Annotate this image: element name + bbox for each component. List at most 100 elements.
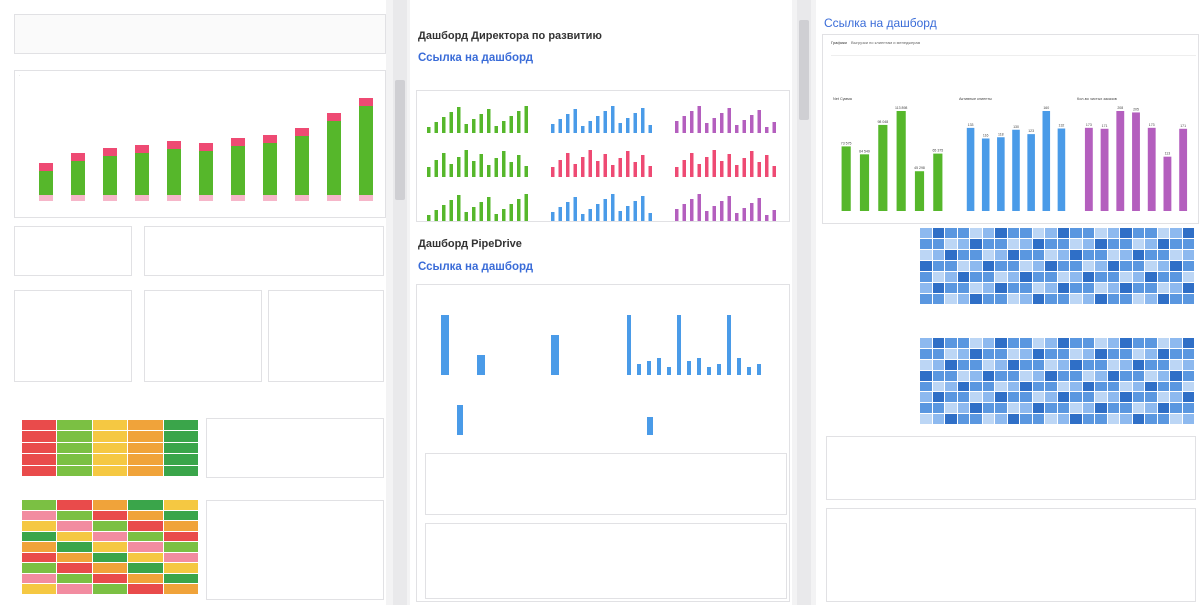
heat-cell	[1182, 381, 1194, 392]
green-bar	[327, 121, 341, 201]
heat-cell	[1082, 283, 1094, 293]
mini-bar	[772, 122, 776, 133]
pink-bar	[327, 113, 341, 121]
green-bar	[914, 171, 925, 211]
scrollbar-center[interactable]	[797, 0, 811, 605]
heat-cell	[1045, 294, 1057, 304]
heat-cell	[1045, 261, 1057, 271]
heat-cell	[982, 414, 994, 424]
mini-bar	[457, 195, 461, 221]
mini-bar	[772, 166, 776, 177]
mini-bar	[611, 106, 615, 133]
heat-cell	[1170, 359, 1182, 370]
light-bar	[167, 195, 181, 201]
heat-cell	[957, 392, 969, 403]
heat-cell	[57, 563, 92, 573]
heat-cell	[1070, 261, 1082, 271]
heat-cell	[1107, 272, 1119, 282]
heat-cell	[920, 261, 932, 271]
heat-cell	[1070, 370, 1082, 381]
kpi-title-3: Кол-во чистых заказов	[1077, 97, 1117, 101]
heatmap-table-2	[22, 500, 198, 594]
green-bar	[933, 153, 943, 211]
heat-cell	[92, 531, 128, 542]
pipe-bar	[707, 367, 711, 375]
heat-cell	[1032, 359, 1044, 370]
heat-cell	[1132, 294, 1144, 304]
green-label: 64 549	[859, 149, 870, 153]
heat-cell	[1182, 294, 1194, 304]
heat-cell	[982, 348, 994, 359]
heat-cell	[1082, 381, 1094, 392]
scrollbar-left[interactable]	[393, 0, 407, 605]
heat-cell	[1032, 250, 1044, 260]
mini-bar	[566, 114, 570, 133]
purple-label: 205	[1133, 107, 1139, 111]
heat-cell	[932, 348, 944, 359]
tab-charts[interactable]: Графики	[831, 41, 847, 45]
heat-cell	[957, 414, 969, 424]
blue-label: 116	[983, 134, 989, 138]
mini-bar	[648, 125, 652, 133]
director-link[interactable]: Ссылка на дашборд	[418, 52, 534, 64]
heat-cell	[1057, 239, 1069, 249]
heat-cell	[1170, 348, 1182, 359]
pink-bar	[135, 145, 149, 153]
purple-label: 173	[1086, 123, 1092, 127]
heat-cell	[932, 283, 944, 293]
mini-bar	[502, 121, 506, 133]
pipe-bar	[457, 405, 463, 435]
heat-cell	[1070, 283, 1082, 293]
purple-label: 113	[1165, 152, 1171, 156]
heat-cell	[945, 294, 957, 304]
heat-cell	[128, 542, 163, 552]
heat-cell	[128, 584, 163, 594]
heat-cell	[1132, 403, 1144, 414]
heat-cell	[1020, 403, 1032, 414]
green-label: 65 375	[932, 149, 943, 153]
mini-bar	[603, 111, 607, 133]
heat-cell	[1170, 294, 1182, 304]
heat-cell	[945, 370, 957, 381]
mini-bar	[517, 111, 521, 133]
heat-cell	[1145, 348, 1157, 359]
green-bar	[359, 106, 373, 201]
pipe-bar	[637, 364, 641, 375]
pink-bar	[71, 153, 85, 161]
heat-cell	[932, 228, 944, 238]
mini-bar	[558, 119, 562, 133]
pipe-bar	[697, 358, 701, 375]
heat-cell	[995, 250, 1007, 260]
heat-cell	[128, 454, 163, 465]
heat-cell	[1182, 272, 1194, 282]
pipe-bar	[727, 315, 731, 375]
tab-other[interactable]: Выгрузки по клиентам и менеджерам	[851, 41, 921, 45]
heat-cell	[995, 294, 1007, 304]
mini-bar	[566, 202, 570, 221]
pink-bar	[199, 143, 213, 151]
heat-cell	[1182, 338, 1194, 348]
mini-bar	[750, 203, 754, 221]
light-bar	[231, 195, 245, 201]
heat-cell	[1045, 239, 1057, 249]
numbers-table-2	[206, 500, 384, 600]
light-bar	[359, 195, 373, 201]
heat-cell	[1182, 414, 1194, 424]
heat-cell	[1157, 228, 1169, 238]
heat-cell	[1095, 403, 1107, 414]
heat-cell	[163, 420, 198, 431]
heat-cell	[1132, 283, 1144, 293]
light-bar	[199, 195, 213, 201]
mini-bar	[449, 200, 453, 221]
heat-cell	[1045, 228, 1057, 238]
top-dashboard-link[interactable]: Ссылка на дашборд	[824, 16, 937, 30]
mini-bar	[457, 157, 461, 177]
mini-bar	[705, 123, 709, 133]
heat-cell	[1007, 261, 1019, 271]
heat-cell	[57, 454, 92, 465]
heat-cell	[1057, 338, 1069, 348]
heat-cell	[22, 431, 57, 442]
heat-cell	[970, 403, 982, 414]
heat-cell	[163, 573, 198, 584]
pipedrive-link[interactable]: Ссылка на дашборд	[418, 261, 534, 273]
